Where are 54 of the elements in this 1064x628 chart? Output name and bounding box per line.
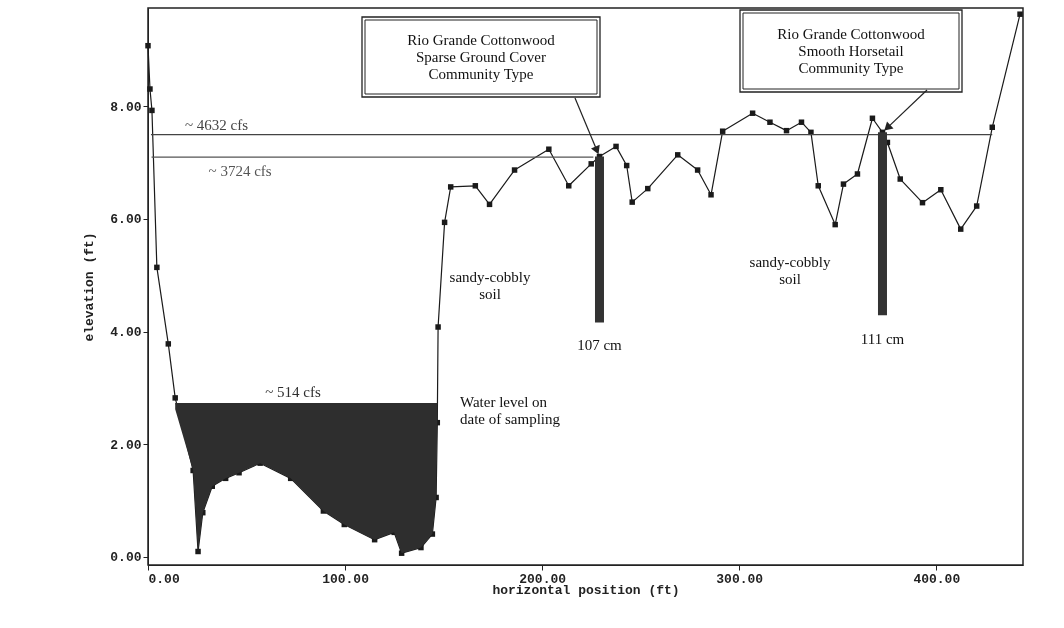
point [973, 203, 980, 209]
point [719, 128, 726, 134]
point [472, 183, 479, 189]
point [938, 186, 944, 193]
point [154, 264, 160, 271]
point [588, 161, 594, 167]
annotation: 107 cm [577, 336, 623, 353]
point [629, 199, 635, 205]
annotation: Rio Grande Cottonwood Smooth Horsetail Community Type [777, 26, 926, 76]
series-label: ~ 514 cfs [265, 383, 321, 400]
annotation: sandy-cobbly soil [449, 268, 531, 302]
point [165, 341, 172, 347]
point [613, 143, 619, 150]
point [957, 226, 964, 232]
point [149, 107, 155, 114]
annotation: Water level on date of sampling [460, 393, 561, 427]
x-tick-label: 100.00 [322, 571, 370, 587]
annotation: sandy-cobbly soil [749, 253, 831, 287]
y-tick-label: 2.00 [110, 437, 142, 453]
point [145, 42, 151, 49]
series-label: ~ 4632 cfs [184, 116, 249, 133]
point [645, 185, 651, 192]
point [435, 324, 441, 330]
annotation: 111 cm [860, 331, 905, 348]
point [749, 110, 756, 116]
point [674, 152, 681, 158]
y-tick-label: 8.00 [110, 99, 142, 115]
point [195, 548, 201, 555]
annotation: Rio Grande Cottonwood Sparse Ground Cover Community Type [407, 32, 556, 82]
y-tick-label: 0.00 [110, 550, 142, 566]
x-tick-label: 0.00 [148, 571, 180, 587]
x-axis-title: horizontal position (ft) [492, 582, 680, 598]
x-tick-label: 300.00 [716, 571, 764, 587]
x-tick-label: 400.00 [913, 571, 961, 587]
point [708, 192, 714, 198]
point [815, 183, 821, 189]
point [1017, 11, 1023, 17]
point [798, 119, 805, 125]
point [897, 176, 903, 182]
point [172, 395, 178, 401]
series-label: ~ 3724 cfs [208, 163, 272, 180]
point [840, 181, 847, 187]
point [511, 167, 518, 173]
point [447, 184, 454, 190]
y-tick-label: 6.00 [110, 212, 142, 228]
point [832, 221, 838, 228]
point [147, 86, 153, 92]
point [566, 183, 572, 189]
y-tick-label: 4.00 [110, 325, 142, 341]
point [546, 146, 552, 152]
y-axis-title: elevation (ft) [82, 232, 98, 342]
point [854, 171, 861, 177]
point [767, 119, 773, 125]
point [694, 167, 701, 173]
